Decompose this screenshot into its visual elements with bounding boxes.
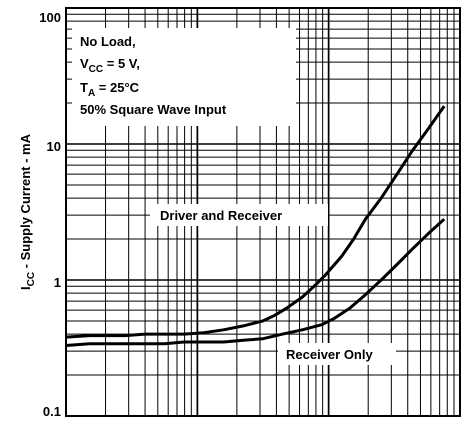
series-layer xyxy=(65,105,446,347)
y-tick-label-100: 100 xyxy=(39,10,61,25)
series-label-receiver-only: Receiver Only xyxy=(286,347,373,362)
y-tick-label-0-1: 0.1 xyxy=(43,404,61,419)
y-tick-label-10: 10 xyxy=(47,139,61,154)
plot-frame xyxy=(65,7,461,417)
series-label-driver-receiver: Driver and Receiver xyxy=(160,208,282,223)
series-line-driver-receiver xyxy=(65,105,446,339)
condition-vcc: VCC = 5 V, xyxy=(80,56,140,75)
condition-ta: TA = 25°C xyxy=(80,80,140,99)
series-label-bg-driver-receiver xyxy=(150,204,328,226)
conditions-box xyxy=(72,28,296,126)
series-line-receiver-only xyxy=(65,218,446,347)
y-axis-label: ICC - Supply Current - mA xyxy=(18,133,37,290)
condition-input: 50% Square Wave Input xyxy=(80,102,227,117)
condition-load: No Load, xyxy=(80,34,136,49)
y-tick-label-1: 1 xyxy=(54,275,61,290)
series-label-bg-receiver-only xyxy=(278,343,396,365)
